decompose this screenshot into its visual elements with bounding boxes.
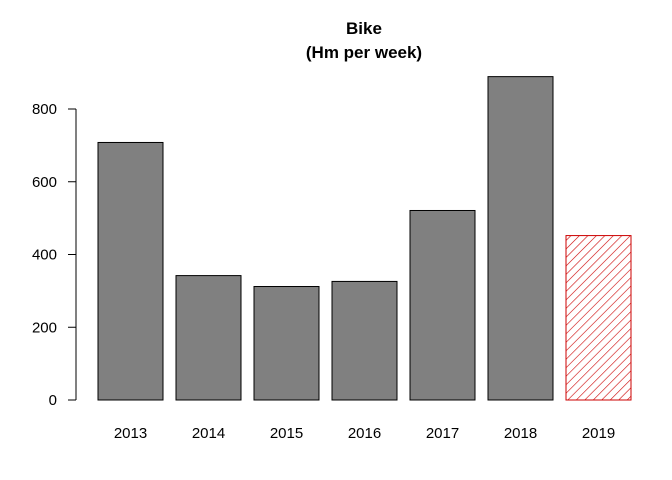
bar-2018 — [487, 76, 554, 401]
x-tick-label: 2018 — [504, 425, 537, 442]
x-tick-label: 2017 — [426, 425, 459, 442]
y-tick-label: 0 — [49, 392, 57, 409]
x-tick-label: 2019 — [582, 425, 615, 442]
bar-2017 — [409, 209, 476, 401]
bar-2013 — [97, 141, 164, 401]
chart-title: Bike (Hm per week) — [306, 19, 422, 62]
bars-group — [97, 76, 632, 401]
chart-title-text: Bike — [346, 19, 382, 38]
x-tick-label: 2013 — [114, 425, 147, 442]
x-axis-labels: 2013 2014 2015 2016 2017 2018 2019 — [114, 425, 615, 442]
bar-2014 — [175, 275, 242, 401]
y-tick-label: 400 — [32, 247, 57, 264]
bar-2016 — [331, 280, 398, 401]
chart-subtitle-text: (Hm per week) — [306, 43, 422, 62]
x-tick-label: 2014 — [192, 425, 225, 442]
bar-2015 — [253, 286, 320, 401]
y-tick-label: 800 — [32, 101, 57, 118]
bar-2019-hatched — [565, 235, 632, 401]
y-tick-label: 600 — [32, 174, 57, 191]
y-tick-label: 200 — [32, 319, 57, 336]
x-tick-label: 2016 — [348, 425, 381, 442]
x-tick-label: 2015 — [270, 425, 303, 442]
y-axis: 0 200 400 600 800 — [32, 101, 77, 409]
